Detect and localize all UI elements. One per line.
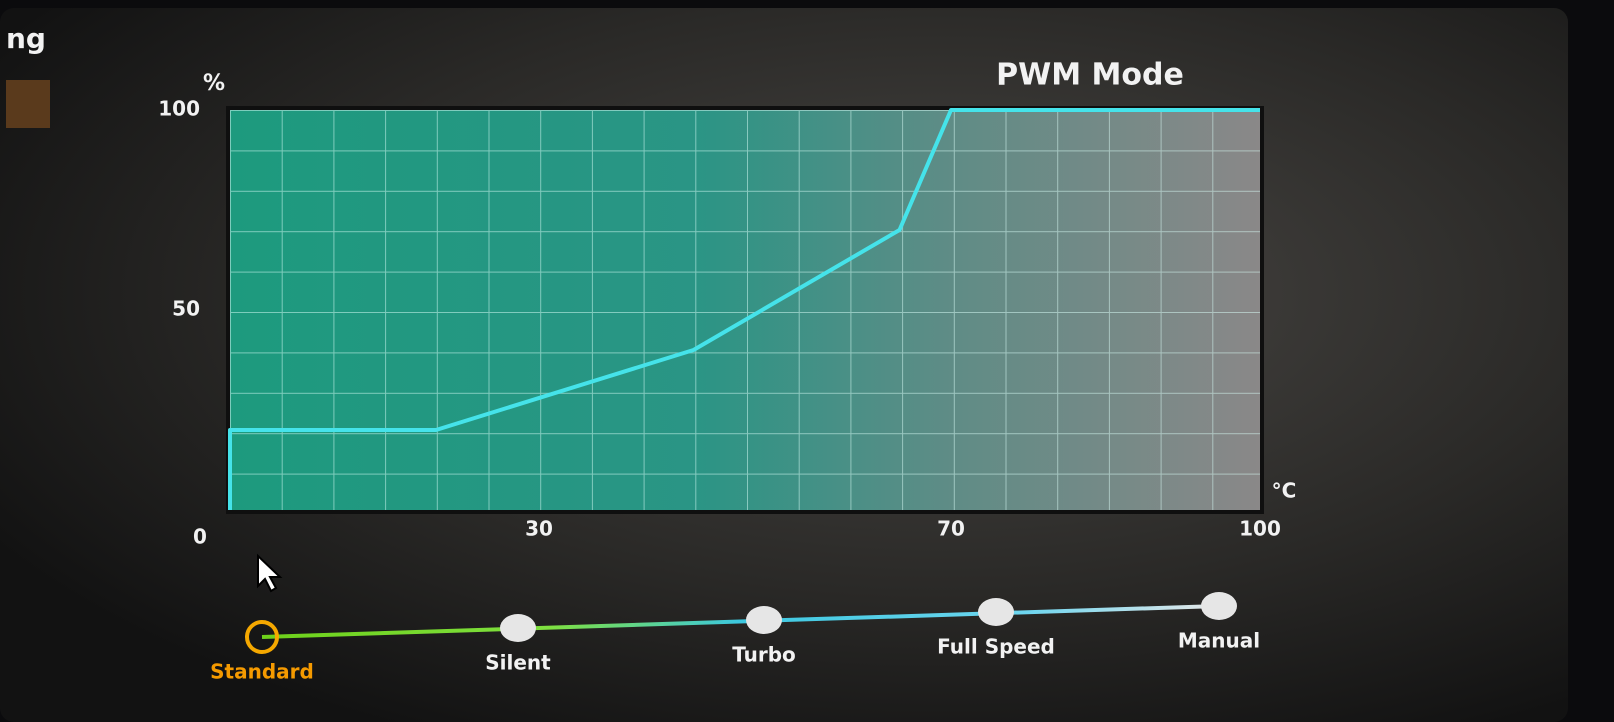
y-tick-label: 100: [158, 97, 200, 121]
cursor: [257, 553, 283, 593]
chart-title: PWM Mode: [996, 58, 1184, 93]
mode-label[interactable]: Manual: [1178, 629, 1260, 653]
x-tick-label: 70: [937, 517, 965, 541]
mode-label[interactable]: Turbo: [732, 643, 796, 667]
mode-label[interactable]: Full Speed: [937, 635, 1055, 659]
x-tick-label: 30: [525, 517, 553, 541]
grid: [230, 110, 1260, 510]
mode-knob[interactable]: [500, 614, 536, 642]
curve: [228, 108, 1260, 510]
frame: [1568, 0, 1614, 722]
mode-track: [261, 604, 1220, 639]
mode-knob[interactable]: [746, 606, 782, 634]
mode-knob[interactable]: [1201, 592, 1237, 620]
page-title: ng: [6, 22, 46, 55]
mode-label[interactable]: Standard: [210, 660, 314, 684]
x-axis-label: °C: [1272, 479, 1297, 503]
y-tick-label: 50: [172, 297, 200, 321]
mode-label[interactable]: Silent: [485, 651, 551, 675]
color-swatch: [6, 80, 50, 128]
y-axis-label: %: [203, 71, 225, 96]
y-tick-label: 0: [193, 525, 207, 549]
mode-knob[interactable]: [978, 598, 1014, 626]
x-tick-label: 100: [1239, 517, 1281, 541]
mode-knob[interactable]: [245, 620, 279, 654]
